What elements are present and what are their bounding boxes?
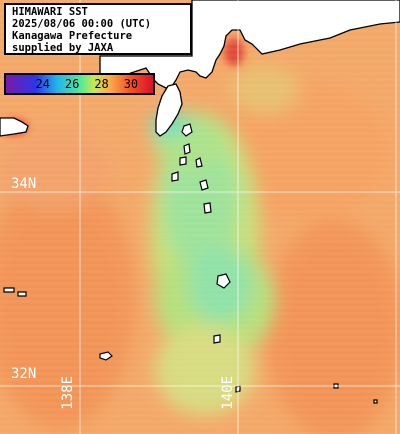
title-line-region: Kanagawa Prefecture <box>12 30 133 42</box>
colorbar-ramp <box>6 75 153 93</box>
title-line-source: supplied by JAXA <box>12 42 114 54</box>
lat-label-34n: 34N <box>11 176 37 192</box>
title-line-datetime: 2025/08/06 00:00 (UTC) <box>12 18 152 30</box>
lon-label-140e: 140E <box>220 376 236 410</box>
land-masses <box>0 0 400 137</box>
land-izu-peninsula <box>155 83 183 137</box>
colorbar-tick-26: 26 <box>64 77 80 91</box>
colorbar-tick-24: 24 <box>35 77 50 91</box>
land-west <box>0 117 29 137</box>
colorbar-tick-28: 28 <box>94 77 109 91</box>
sst-colorbar: 24 26 28 30 <box>4 73 155 95</box>
title-line-product: HIMAWARI SST <box>12 6 88 18</box>
lon-label-138e: 138E <box>60 376 76 410</box>
lat-label-32n: 32N <box>11 366 37 382</box>
title-box: HIMAWARI SST 2025/08/06 00:00 (UTC) Kana… <box>4 3 192 55</box>
colorbar-tick-30: 30 <box>123 77 139 91</box>
